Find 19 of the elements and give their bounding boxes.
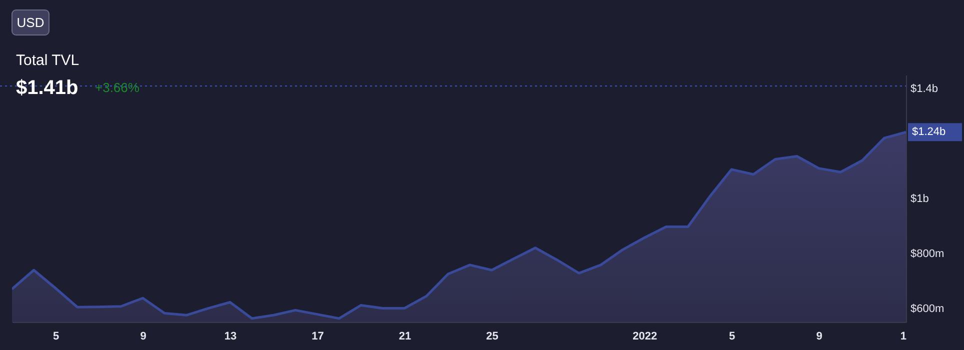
y-tick-label: $1b — [910, 193, 929, 205]
x-tick-label: 21 — [398, 330, 412, 342]
x-tick-label: 17 — [312, 330, 324, 342]
y-tick-label: $600m — [910, 302, 944, 315]
x-tick-label: 13 — [224, 330, 237, 342]
text: USD — [16, 15, 44, 30]
annotation: $1.41b — [16, 77, 78, 99]
x-tick-label: 1 — [900, 330, 906, 342]
x-tick-label: 25 — [486, 330, 498, 342]
x-tick-label: 5 — [729, 330, 736, 342]
y-tick-label: $1.4b — [910, 83, 938, 96]
annotation: +3.66% — [95, 80, 140, 95]
x-tick-label: 2022 — [632, 330, 658, 342]
x-tick-label: 9 — [140, 330, 146, 342]
x-tick-label: 5 — [53, 330, 60, 342]
chart-title: Total TVL — [16, 52, 80, 69]
annotation: $1.24b — [912, 126, 946, 138]
x-tick-label: 9 — [816, 330, 822, 342]
y-tick-label: $800m — [910, 248, 944, 260]
